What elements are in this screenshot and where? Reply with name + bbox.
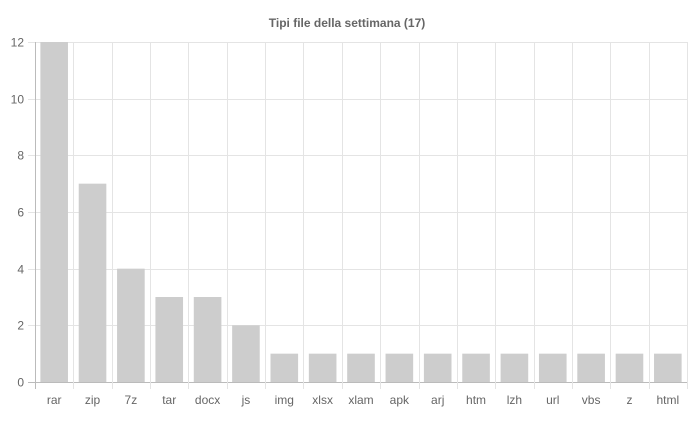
x-tick-label: url (546, 393, 559, 407)
bar-xlam (347, 353, 375, 382)
y-axis: 0 2 4 6 8 10 12 (11, 36, 25, 390)
x-tick-label: htm (466, 393, 486, 407)
bar-js (232, 325, 260, 382)
x-tick-label: apk (390, 393, 410, 407)
bar-rar (40, 42, 68, 382)
x-tick-label: js (241, 393, 251, 407)
bar-docx (193, 297, 222, 382)
bar-htm (462, 353, 490, 382)
y-tick-label: 6 (17, 206, 24, 220)
x-tick-label: z (626, 393, 632, 407)
x-axis: rar zip 7z tar docx js img xlsx xlam apk arj htm lzh… (47, 393, 679, 407)
x-tick-label: xlsx (312, 393, 333, 407)
bar-z (615, 353, 644, 382)
x-tick-label: rar (47, 393, 62, 407)
x-tick-label: lzh (507, 393, 522, 407)
x-tick-label: 7z (125, 393, 138, 407)
x-tick-label: img (275, 393, 294, 407)
x-tick-label: arj (431, 393, 444, 407)
bar-apk (385, 353, 414, 382)
y-tick-label: 2 (17, 319, 24, 333)
x-tick-label: xlam (348, 393, 373, 407)
x-tick-label: tar (162, 393, 176, 407)
bar-vbs (577, 353, 605, 382)
chart-title: Tipi file della settimana (17) (269, 16, 426, 30)
bar-7z (117, 268, 145, 382)
bars (40, 42, 682, 382)
x-tick-label: html (656, 393, 679, 407)
bar-url (538, 353, 567, 382)
x-tick-label: zip (85, 393, 101, 407)
y-tick-label: 8 (17, 149, 24, 163)
bar-arj (423, 353, 452, 382)
bar-lzh (500, 353, 529, 382)
y-tick-label: 12 (11, 36, 25, 50)
x-tick-label: docx (195, 393, 220, 407)
bar-tar (155, 297, 184, 382)
bar-img (270, 353, 299, 382)
bar-xlsx (308, 353, 337, 382)
y-tick-label: 4 (17, 263, 24, 277)
y-tick-label: 10 (11, 93, 25, 107)
bar-zip (78, 183, 107, 382)
grid (28, 42, 688, 389)
x-tick-label: vbs (582, 393, 601, 407)
y-tick-label: 0 (17, 376, 24, 390)
bar-html (654, 353, 682, 382)
